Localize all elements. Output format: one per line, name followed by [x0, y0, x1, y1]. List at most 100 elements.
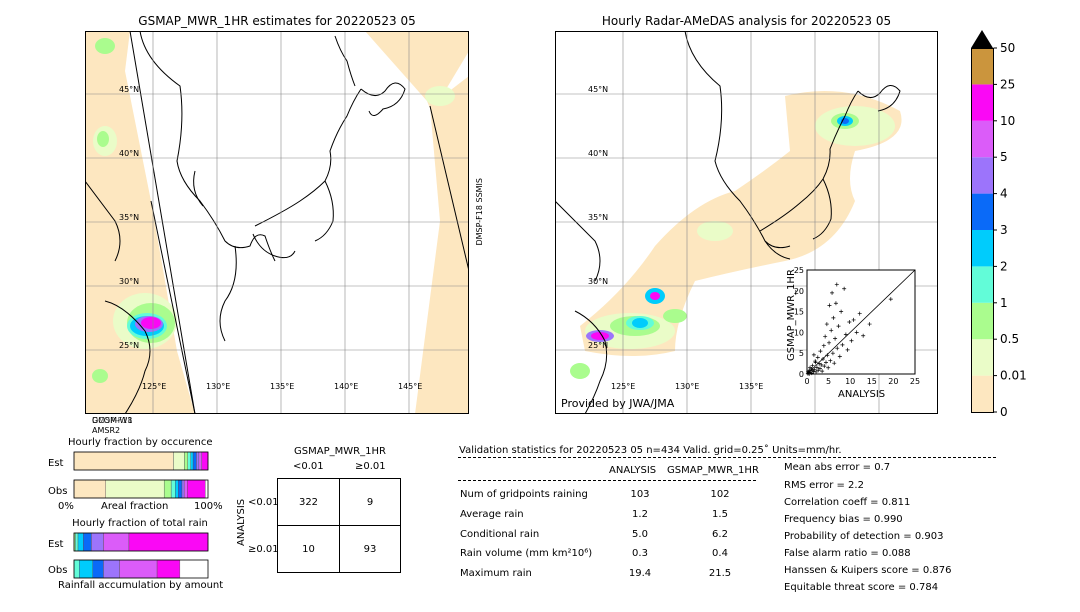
- total-rain-chart: Est Obs: [48, 532, 209, 579]
- scatter-point-20: [820, 357, 825, 362]
- scatter-point-49: [851, 317, 856, 322]
- colorbar-label-8: 10: [1000, 114, 1015, 128]
- scatter-point-21: [821, 343, 826, 348]
- occ-bar-obs-seg-1: [105, 479, 165, 499]
- scatter-point-35: [832, 361, 837, 366]
- scatter-point-37: [833, 301, 838, 306]
- scatter-point-39: [835, 346, 840, 351]
- scatter-point-52: [861, 333, 866, 338]
- occ-bar-obs-seg-4: [175, 479, 179, 499]
- scatter-point-7: [810, 363, 815, 368]
- rain-bar-est-outline: [73, 532, 209, 552]
- right-lon-135: 135°E: [739, 382, 764, 391]
- left-lat-25: 25°N: [119, 341, 140, 350]
- colorbar-label-4: 2: [1000, 259, 1008, 273]
- stat-label-maximum: Maximum rain: [460, 568, 532, 579]
- scatter-point-38: [834, 282, 839, 287]
- score-pod: Probability of detection = 0.903: [784, 531, 944, 542]
- stat-g-conditional: 6.2: [712, 529, 728, 540]
- stat-g-maximum: 21.5: [708, 568, 732, 579]
- colorbar-label-6: 4: [1000, 187, 1008, 201]
- contingency-row-axis: ANALYSIS: [236, 498, 247, 546]
- scatter-xtick-0: 0: [804, 377, 809, 386]
- total-rain-footer: Rainfall accumulation by amount: [58, 580, 224, 591]
- right-map-title: Hourly Radar-AMeDAS analysis for 2022052…: [601, 14, 892, 28]
- score-ets: Equitable threat score = 0.784: [784, 582, 939, 593]
- right-lon-125: 125°E: [611, 382, 636, 391]
- stat-label-conditional: Conditional rain: [460, 529, 540, 540]
- stat-g-average: 1.5: [712, 509, 728, 520]
- scatter-point-17: [818, 349, 823, 354]
- scatter-ytick-5: 25: [794, 266, 804, 275]
- rain-bar-est-seg-4: [91, 532, 104, 552]
- left-sat-label-3: DMSP-F18: [92, 416, 133, 425]
- rain-bar-obs-seg-3: [92, 559, 104, 579]
- right-lat-30: 30°N: [588, 277, 609, 286]
- stat-a-average: 1.2: [632, 509, 648, 520]
- stat-a-volume: 0.3: [632, 548, 648, 559]
- scatter-point-42: [839, 309, 844, 314]
- colorbar-segment-9: [971, 48, 994, 85]
- scatter-point-44: [842, 286, 847, 291]
- rain-cat-obs: Obs: [48, 565, 67, 576]
- scatter-point-18: [819, 362, 824, 367]
- scatter-xtick-2: 10: [845, 377, 855, 386]
- scatter-point-46: [845, 347, 850, 352]
- rain-bar-obs-seg-6: [156, 559, 181, 579]
- rain-bar-obs-seg-5: [119, 559, 158, 579]
- occ-bar-obs-seg-0: [73, 479, 106, 499]
- scatter-ytick-3: 15: [794, 308, 804, 317]
- stat-a-conditional: 5.0: [632, 529, 648, 540]
- rain-bar-est-seg-2: [77, 532, 84, 552]
- occ-cat-est: Est: [48, 458, 64, 469]
- inset-scatter: 00 5 5 10 10 15 15 20 20 25 25: [794, 266, 920, 386]
- colorbar-label-9: 25: [1000, 77, 1015, 91]
- colorbar-segment-8: [971, 84, 994, 121]
- scatter-point-59: [811, 352, 816, 357]
- scatter-point-57: [810, 368, 815, 373]
- colorbar-extend-arrow: [971, 30, 993, 48]
- scatter-point-13: [815, 355, 820, 360]
- colorbar-label-1: 0.01: [1000, 369, 1027, 383]
- right-lat-45: 45°N: [588, 85, 609, 94]
- scatter-point-22: [822, 364, 827, 369]
- scatter-point-48: [849, 338, 854, 343]
- rain-bar-est-seg-5: [103, 532, 130, 552]
- scatter-point-25: [824, 322, 829, 327]
- scatter-point-16: [817, 366, 822, 371]
- scatter-point-55: [806, 369, 811, 374]
- scatter-ytick-2: 10: [794, 328, 804, 337]
- occ-axis-100: 100%: [194, 501, 223, 512]
- scatter-point-43: [840, 342, 845, 347]
- cell-hit: 93: [363, 544, 377, 555]
- left-sat-label-2: AMSR2: [92, 426, 121, 435]
- occ-bar-est-seg-1: [173, 451, 185, 471]
- scatter-point-29: [827, 303, 832, 308]
- left-map-title: GSMAP_MWR_1HR estimates for 20220523 05: [138, 14, 416, 28]
- scatter-ytick-0: 0: [799, 370, 804, 379]
- stat-a-maximum: 19.4: [628, 568, 652, 579]
- right-lat-25: 25°N: [588, 341, 609, 350]
- occ-bar-obs-seg-3: [170, 479, 176, 499]
- scatter-point-26: [825, 353, 830, 358]
- occ-bar-obs-seg-8: [187, 479, 206, 499]
- scatter-point-23: [823, 334, 828, 339]
- left-lat-30: 30°N: [119, 277, 140, 286]
- stat-label-average: Average rain: [460, 509, 524, 520]
- scatter-point-9: [812, 367, 817, 372]
- occ-bar-est-seg-5: [192, 451, 197, 471]
- upper-swath: [365, 31, 469, 121]
- rain-bar-obs-seg-1: [73, 559, 80, 579]
- colorbar-segment-2: [971, 302, 994, 340]
- scatter-point-32: [830, 290, 835, 295]
- rain-bar-est-seg-3: [83, 532, 92, 552]
- stat-label-volume: Rain volume (mm km²10⁶): [460, 548, 593, 559]
- total-rain-title: Hourly fraction of total rain: [72, 518, 208, 529]
- colorbar-label-5: 3: [1000, 223, 1008, 237]
- scatter-point-51: [857, 311, 862, 316]
- rain-bar-est-seg-1: [75, 532, 79, 552]
- occurrence-title: Hourly fraction by occurence: [68, 437, 213, 448]
- scatter-point-15: [817, 361, 822, 366]
- scatter-point-58: [813, 360, 818, 365]
- scatter-point-34: [831, 315, 836, 320]
